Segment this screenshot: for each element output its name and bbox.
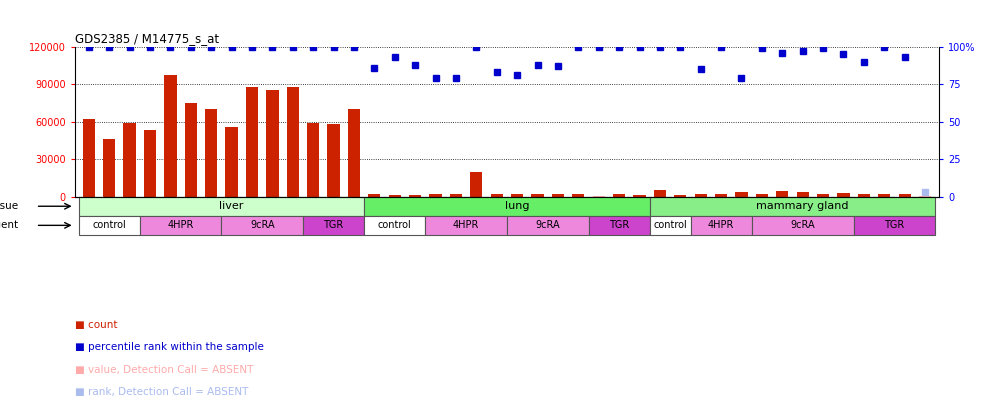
Bar: [613, 194, 625, 197]
Text: control: control: [653, 220, 687, 230]
Bar: [103, 139, 115, 197]
Bar: [654, 190, 666, 197]
Bar: [286, 87, 299, 197]
Bar: [796, 192, 809, 197]
Text: ■ rank, Detection Call = ABSENT: ■ rank, Detection Call = ABSENT: [75, 387, 248, 397]
Text: control: control: [378, 220, 412, 230]
Bar: [552, 194, 564, 197]
Bar: [425, 216, 507, 235]
Bar: [854, 216, 935, 235]
Bar: [899, 194, 911, 197]
Text: TGR: TGR: [323, 220, 344, 230]
Bar: [817, 194, 829, 197]
Bar: [470, 172, 482, 197]
Bar: [715, 194, 728, 197]
Text: mammary gland: mammary gland: [756, 201, 849, 211]
Bar: [695, 194, 707, 197]
Text: tissue: tissue: [0, 201, 18, 211]
Text: 4HPR: 4HPR: [167, 220, 194, 230]
Bar: [185, 103, 197, 197]
Bar: [164, 75, 177, 197]
Text: GDS2385 / M14775_s_at: GDS2385 / M14775_s_at: [75, 32, 219, 45]
Bar: [79, 216, 140, 235]
Text: ■ percentile rank within the sample: ■ percentile rank within the sample: [75, 342, 263, 352]
Text: TGR: TGR: [609, 220, 629, 230]
Bar: [511, 194, 523, 197]
Bar: [144, 130, 156, 197]
Bar: [364, 216, 425, 235]
Text: ■ value, Detection Call = ABSENT: ■ value, Detection Call = ABSENT: [75, 364, 252, 375]
Bar: [123, 123, 136, 197]
Bar: [650, 216, 691, 235]
Bar: [633, 195, 646, 197]
Text: 9cRA: 9cRA: [249, 220, 274, 230]
Bar: [303, 216, 364, 235]
Text: 9cRA: 9cRA: [790, 220, 815, 230]
Text: agent: agent: [0, 220, 18, 230]
Bar: [918, 196, 931, 197]
Bar: [410, 195, 421, 197]
Text: ■ count: ■ count: [75, 320, 117, 330]
Bar: [327, 124, 340, 197]
Bar: [858, 194, 870, 197]
Bar: [691, 216, 751, 235]
Bar: [588, 216, 650, 235]
Text: 4HPR: 4HPR: [453, 220, 479, 230]
Bar: [878, 194, 891, 197]
Bar: [246, 87, 258, 197]
Text: 4HPR: 4HPR: [708, 220, 735, 230]
Bar: [140, 216, 222, 235]
Bar: [491, 194, 503, 197]
Bar: [83, 119, 95, 197]
Bar: [307, 123, 319, 197]
Text: 9cRA: 9cRA: [536, 220, 560, 230]
Bar: [222, 216, 303, 235]
Bar: [751, 216, 854, 235]
Bar: [837, 193, 850, 197]
Text: control: control: [92, 220, 126, 230]
Bar: [226, 127, 238, 197]
Bar: [650, 197, 935, 216]
Bar: [389, 195, 401, 197]
Bar: [348, 109, 360, 197]
Bar: [79, 197, 364, 216]
Text: liver: liver: [220, 201, 244, 211]
Text: TGR: TGR: [885, 220, 905, 230]
Bar: [205, 109, 218, 197]
Bar: [573, 194, 584, 197]
Bar: [755, 194, 768, 197]
Bar: [429, 194, 441, 197]
Bar: [507, 216, 588, 235]
Bar: [368, 194, 381, 197]
Bar: [592, 196, 604, 197]
Bar: [736, 192, 747, 197]
Bar: [532, 194, 544, 197]
Text: lung: lung: [505, 201, 530, 211]
Bar: [364, 197, 650, 216]
Bar: [450, 194, 462, 197]
Bar: [266, 90, 278, 197]
Bar: [776, 192, 788, 197]
Bar: [674, 195, 687, 197]
